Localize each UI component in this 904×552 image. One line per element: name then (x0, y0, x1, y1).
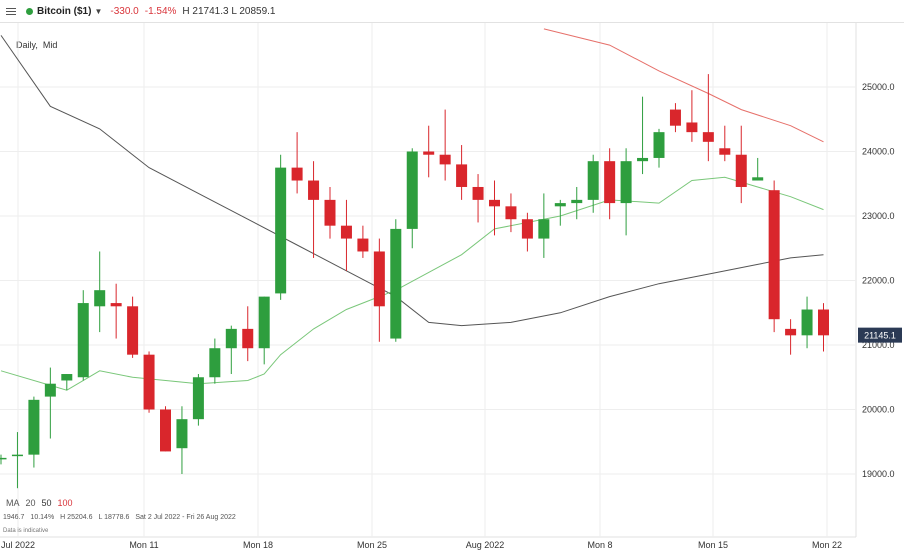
candle-down[interactable] (373, 251, 385, 307)
candle-down[interactable] (160, 409, 171, 452)
ma-20-label: 20 (25, 498, 36, 508)
plot-area (0, 28, 829, 489)
candle-down[interactable] (340, 225, 352, 239)
ma100-line (543, 28, 824, 143)
candle-up[interactable] (554, 203, 566, 207)
candle-down[interactable] (308, 180, 320, 200)
ma-label: MA (6, 498, 20, 508)
candle-up[interactable] (620, 161, 632, 204)
y-tick-label: 23000.0 (862, 211, 895, 221)
last-price-badge (858, 327, 902, 343)
candle-up[interactable] (406, 151, 418, 229)
interval-label[interactable]: Daily, Mid (16, 40, 57, 50)
market-status-dot (26, 7, 33, 15)
candle-down[interactable] (242, 328, 254, 349)
candle-up[interactable] (258, 296, 270, 349)
ma-100-label: 100 (57, 498, 73, 508)
candle-down[interactable] (505, 206, 517, 220)
candle-down[interactable] (669, 109, 681, 126)
candle-up[interactable] (275, 167, 287, 294)
candle-up[interactable] (11, 454, 23, 457)
candle-up[interactable] (0, 457, 7, 460)
price-type-label: Mid (42, 40, 58, 50)
x-tick-label: Aug 2022 (466, 540, 505, 550)
stat-low: L 18778.6 (98, 514, 130, 521)
y-tick-label: 22000.0 (862, 276, 895, 286)
x-tick-label: Mon 8 (587, 540, 612, 550)
stat-range-points: 1946.7 (3, 514, 25, 521)
y-tick-label: 20000.0 (862, 405, 895, 415)
x-tick-label: Mon 15 (698, 540, 728, 550)
candle-up[interactable] (752, 177, 764, 181)
candle-down[interactable] (818, 309, 829, 336)
stat-range-percent: 10.14% (30, 514, 55, 521)
candle-down[interactable] (357, 238, 369, 252)
candle-down[interactable] (324, 199, 336, 226)
interval-separator: , (35, 40, 38, 50)
candle-up[interactable] (192, 377, 204, 420)
ma-50-label: 50 (41, 498, 52, 508)
candle-up[interactable] (77, 303, 89, 378)
timeframe-label: Daily (16, 40, 36, 50)
hamburger-menu-icon[interactable] (6, 7, 16, 15)
last-price-label: 21145.1 (864, 331, 896, 341)
candle-up[interactable] (538, 219, 550, 239)
candle-down[interactable] (291, 167, 303, 181)
candle-up[interactable] (571, 199, 583, 204)
candle-up[interactable] (637, 157, 649, 162)
candle-up[interactable] (653, 132, 665, 158)
moving-average-legend[interactable]: MA 20 50 100 (6, 498, 73, 508)
candle-down[interactable] (472, 186, 484, 200)
candle-down[interactable] (785, 328, 797, 336)
candle-up[interactable] (94, 290, 106, 307)
high-low-values: H 21741.3 L 20859.1 (182, 5, 276, 17)
y-tick-label: 24000.0 (862, 147, 895, 157)
chevron-down-icon[interactable]: ▼ (94, 6, 103, 16)
candle-down[interactable] (439, 154, 451, 165)
ma50-line (0, 35, 824, 327)
candle-down[interactable] (127, 306, 139, 355)
candle-down[interactable] (521, 219, 533, 239)
stat-date-range: Sat 2 Jul 2022 - Fri 26 Aug 2022 (135, 514, 236, 521)
candle-down[interactable] (735, 154, 747, 187)
candle-down[interactable] (423, 151, 435, 155)
stat-high: H 25204.6 (60, 514, 93, 521)
x-tick-label: Mon 11 (129, 540, 158, 550)
x-tick-label: Mon 25 (357, 540, 387, 550)
range-stats: 1946.7 10.14% H 25204.6 L 18778.6 Sat 2 … (3, 514, 236, 521)
price-change-percent: -1.54% (144, 5, 177, 17)
candle-up[interactable] (801, 309, 813, 336)
x-tick-label: Mon 22 (812, 540, 842, 550)
y-tick-label: 19000.0 (862, 469, 895, 479)
candle-up[interactable] (28, 399, 40, 455)
candle-up[interactable] (176, 419, 188, 449)
y-tick-label: 25000.0 (862, 82, 895, 92)
instrument-name[interactable]: Bitcoin ($1) (37, 5, 92, 17)
candle-up[interactable] (209, 348, 221, 378)
data-indicative-note: Data is indicative (3, 528, 49, 534)
candle-down[interactable] (604, 161, 616, 204)
x-tick-label: Mon 18 (243, 540, 273, 550)
candle-down[interactable] (768, 190, 780, 320)
candle-down[interactable] (719, 148, 731, 155)
x-tick-label: Jul 2022 (1, 540, 35, 550)
candle-up[interactable] (390, 228, 402, 339)
y-tick-label: 21000.0 (862, 340, 895, 350)
candle-down[interactable] (110, 303, 122, 307)
candle-up[interactable] (61, 374, 73, 381)
chart-header: Bitcoin ($1) ▼ -330.0 -1.54% H 21741.3 L… (0, 0, 904, 23)
candle-up[interactable] (44, 383, 56, 397)
candle-down[interactable] (686, 122, 698, 133)
candle-down[interactable] (489, 199, 500, 207)
candle-down[interactable] (456, 164, 468, 187)
candle-up[interactable] (225, 328, 237, 349)
candle-down[interactable] (702, 132, 714, 142)
price-change: -330.0 (110, 5, 139, 17)
candle-down[interactable] (143, 354, 155, 410)
candle-up[interactable] (587, 161, 599, 200)
